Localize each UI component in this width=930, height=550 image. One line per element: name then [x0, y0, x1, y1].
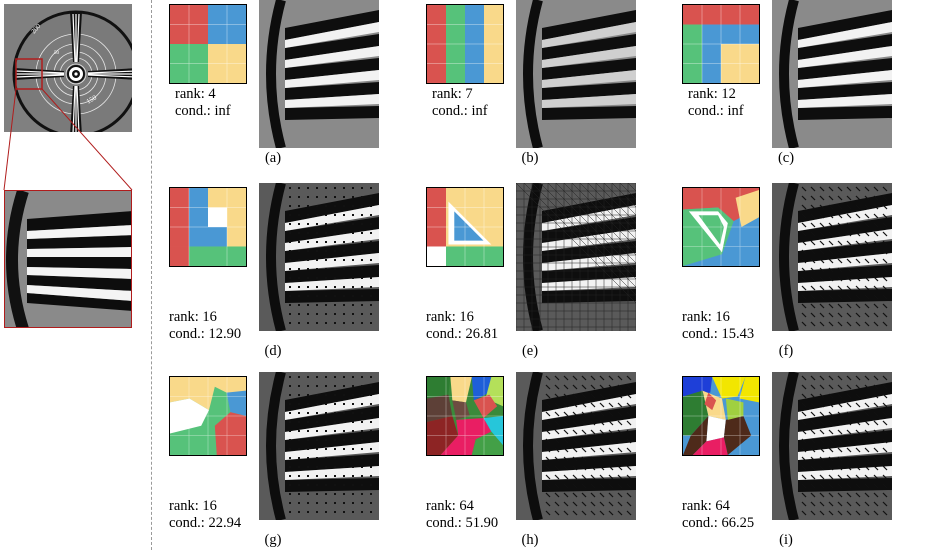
column-divider [151, 0, 152, 550]
reconstruction-image [259, 183, 379, 331]
rank-text: rank: 16 [169, 309, 217, 325]
rank-text: rank: 64 [682, 498, 730, 514]
panel-f: rank: 16 cond.: 15.43 (f) [668, 183, 930, 359]
reconstruction-image [772, 183, 892, 331]
condition-text: cond.: inf [688, 103, 744, 119]
panel-label: (e) [521, 343, 539, 359]
panel-label: (h) [521, 532, 539, 548]
condition-text: cond.: inf [175, 103, 231, 119]
partition-tile [426, 187, 504, 267]
condition-text: cond.: 15.43 [682, 326, 755, 342]
panel-a: rank: 4 cond.: inf (a) [155, 0, 425, 175]
reconstruction-image [772, 372, 892, 520]
partition-tile [426, 4, 504, 84]
panel-label: (b) [521, 150, 539, 166]
panel-label: (f) [778, 343, 794, 359]
panel-g: rank: 16 cond.: 22.94 (g) [155, 372, 425, 548]
panel-d: rank: 16 cond.: 12.90 (d) [155, 183, 425, 359]
partition-tile [169, 187, 247, 267]
zoom-region-marker [15, 58, 43, 90]
panel-i: rank: 64 cond.: 66.25 (i) [668, 372, 930, 548]
rank-text: rank: 16 [169, 498, 217, 514]
rank-text: rank: 4 [175, 86, 216, 102]
partition-tile [682, 187, 760, 267]
panel-label: (c) [777, 150, 795, 166]
panel-e: rank: 16 cond.: 26.81 (e) [412, 183, 682, 359]
reconstruction-image [259, 0, 379, 148]
resolution-target-image: 200 50 150 [4, 4, 140, 138]
condition-text: cond.: 12.90 [169, 326, 242, 342]
panel-label: (i) [779, 532, 793, 548]
rank-text: rank: 16 [426, 309, 474, 325]
partition-tile [169, 376, 247, 456]
panel-h: rank: 64 cond.: 51.90 (h) [412, 372, 682, 548]
rank-text: rank: 12 [688, 86, 736, 102]
partition-tile [682, 376, 760, 456]
partition-tile [682, 4, 760, 84]
condition-text: cond.: inf [432, 103, 488, 119]
rank-text: rank: 64 [426, 498, 474, 514]
panel-label: (d) [264, 343, 282, 359]
condition-text: cond.: 26.81 [426, 326, 499, 342]
panel-label: (g) [264, 532, 282, 548]
condition-text: cond.: 22.94 [169, 515, 242, 531]
panel-label: (a) [264, 150, 282, 166]
reconstruction-image [516, 183, 636, 331]
rank-text: rank: 16 [682, 309, 730, 325]
panel-c: rank: 12 cond.: inf (c) [668, 0, 930, 175]
dial-number-50: 50 [54, 51, 60, 56]
reconstruction-image [259, 372, 379, 520]
reconstruction-image [516, 372, 636, 520]
partition-tile [426, 376, 504, 456]
panel-b: rank: 7 cond.: inf (b) [412, 0, 682, 175]
zoomed-detail-image [4, 190, 132, 328]
partition-tile [169, 4, 247, 84]
condition-text: cond.: 66.25 [682, 515, 755, 531]
reconstruction-image [772, 0, 892, 148]
reconstruction-image [516, 0, 636, 148]
rank-text: rank: 7 [432, 86, 473, 102]
condition-text: cond.: 51.90 [426, 515, 499, 531]
